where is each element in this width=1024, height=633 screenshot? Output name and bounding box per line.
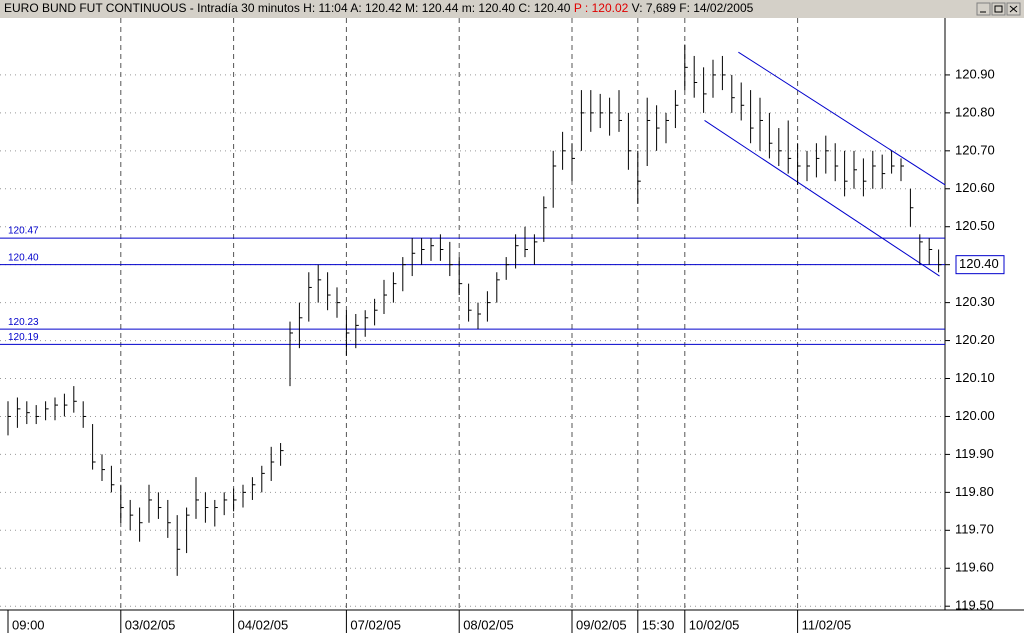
- y-tick-label: 119.80: [955, 484, 994, 499]
- y-tick-label: 120.60: [955, 180, 995, 195]
- maximize-button[interactable]: [991, 2, 1006, 16]
- x-tick-label: 04/02/05: [238, 617, 289, 632]
- x-tick-label: 03/02/05: [125, 617, 176, 632]
- y-tick-label: 120.50: [955, 218, 995, 233]
- last-price-label: 120.40: [959, 256, 999, 271]
- y-tick-label: 119.90: [955, 446, 994, 461]
- window-buttons: [976, 2, 1021, 16]
- y-tick-label: 120.70: [955, 142, 995, 157]
- level-label: 120.47: [8, 226, 39, 237]
- level-label: 120.40: [8, 252, 39, 263]
- x-tick-label: 11/02/05: [802, 617, 852, 632]
- trend-line: [704, 120, 940, 277]
- header-volume: V: 7,689 F: 14/02/2005: [632, 1, 754, 15]
- x-tick-label: 10/02/05: [689, 617, 740, 632]
- y-tick-label: 119.70: [955, 522, 994, 537]
- x-tick-label: 09/02/05: [576, 617, 627, 632]
- y-tick-label: 120.30: [955, 294, 995, 309]
- y-tick-label: 120.20: [955, 332, 995, 347]
- x-tick-label: 08/02/05: [463, 617, 514, 632]
- y-tick-label: 119.50: [955, 598, 994, 613]
- x-tick-label: 15:30: [642, 617, 675, 632]
- y-tick-label: 119.60: [955, 560, 994, 575]
- y-tick-label: 120.10: [955, 370, 995, 385]
- icon: [1009, 5, 1018, 13]
- title-bar: [0, 0, 1024, 18]
- trend-line: [738, 51, 946, 186]
- y-tick-label: 120.80: [955, 104, 995, 119]
- header-text: EURO BUND FUT CONTINUOUS - Intradía 30 m…: [4, 1, 571, 15]
- y-tick-label: 120.00: [955, 408, 995, 423]
- level-label: 120.19: [8, 332, 39, 343]
- icon: [994, 5, 1003, 13]
- last-price-box: [955, 255, 1005, 275]
- chart-header: EURO BUND FUT CONTINUOUS - Intradía 30 m…: [4, 1, 754, 15]
- level-label: 120.23: [8, 317, 39, 328]
- minimize-button[interactable]: [976, 2, 991, 16]
- y-tick-label: 120.90: [955, 66, 995, 81]
- header-prev: P : 120.02: [574, 1, 629, 15]
- x-tick-label: 09:00: [12, 617, 45, 632]
- x-tick-label: 07/02/05: [350, 617, 401, 632]
